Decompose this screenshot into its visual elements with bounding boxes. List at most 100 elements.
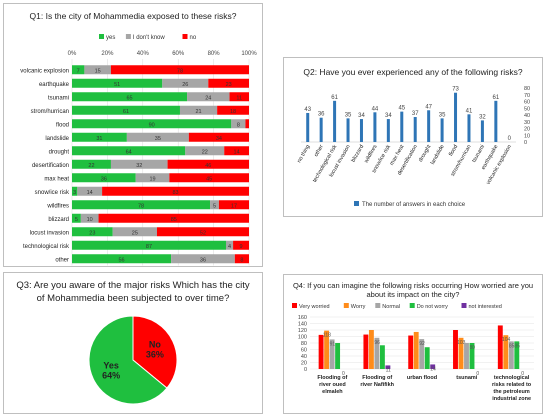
bar-not-interested xyxy=(385,365,391,369)
bar-i-don-t-know xyxy=(225,240,234,250)
bar-value-label: 11 xyxy=(236,95,242,101)
bar-desertification xyxy=(413,117,417,142)
y-tick-label: 100 xyxy=(298,335,307,341)
legend-swatch-very-worried xyxy=(292,303,297,308)
bar-landslide xyxy=(440,118,444,142)
bar-not-interested xyxy=(430,364,436,369)
bar-value-label: 22 xyxy=(202,149,208,155)
category-label: Flooding of xyxy=(317,375,347,381)
category-label: no thing xyxy=(296,144,311,164)
bar-worry xyxy=(368,330,374,369)
bar-value-label: 18 xyxy=(230,109,236,115)
bar-i-don-t-know xyxy=(84,65,111,75)
bar-value-label: 43 xyxy=(304,107,311,113)
bar-value-label: 15 xyxy=(95,68,101,74)
bar-very-worried xyxy=(363,334,369,369)
q4-chart: Very worried Worry Normal Do not worry not i… xyxy=(292,303,534,402)
bar-very-worried xyxy=(318,334,324,369)
bar-do-not-worry xyxy=(424,347,430,369)
bar-value-label: 32 xyxy=(136,163,142,169)
bar-value-label: 22 xyxy=(88,163,94,169)
pie-value-yes: 64% xyxy=(102,370,120,380)
category-label: river oued xyxy=(319,382,346,388)
category-label: locust invasion xyxy=(30,230,69,236)
bar-no xyxy=(110,65,249,75)
q1-chart-panel: Q1: Is the city of Mohammedia exposed to… xyxy=(3,3,263,267)
bar-value-label: 4 xyxy=(228,244,231,250)
bar-value-label: 35 xyxy=(345,112,352,118)
bar-value-label: 23 xyxy=(89,230,95,236)
bar-no xyxy=(156,227,249,237)
bar-yes xyxy=(72,92,188,102)
category-label: landslide xyxy=(45,136,69,142)
bar-do-not-worry xyxy=(379,345,385,369)
pie-slice-no xyxy=(132,315,178,389)
bar-value-label: 19 xyxy=(149,176,155,182)
y-tick-label: 20 xyxy=(301,361,307,367)
bar-no xyxy=(224,146,249,156)
y-tick-label: 20 xyxy=(524,127,530,133)
bar-i-don-t-know xyxy=(179,105,218,115)
bar-value-label: 0 xyxy=(342,371,345,377)
bar-earthquake xyxy=(494,100,498,142)
bar-value-label: 65 xyxy=(126,95,132,101)
bar-value-label: 14 xyxy=(87,190,93,196)
bar-max-heat xyxy=(400,111,404,142)
bar-yes xyxy=(72,159,111,169)
bar-value-label: 34 xyxy=(216,136,222,142)
category-label: tsunami xyxy=(456,375,478,381)
bar-value-label: 118 xyxy=(323,333,331,339)
legend-swatch-i-don-t-know xyxy=(125,34,131,39)
bar-value-label: 23 xyxy=(226,82,232,88)
x-tick-label: 100% xyxy=(241,51,257,57)
bar-value-label: 51 xyxy=(114,82,120,88)
bar-no xyxy=(218,200,249,210)
bar-value-label: 87 xyxy=(146,244,152,250)
bar-i-don-t-know xyxy=(126,132,189,142)
category-label: technological xyxy=(494,375,530,381)
y-tick-label: 60 xyxy=(301,348,307,354)
bar-value-label: 46 xyxy=(205,163,211,169)
bar-value-label: 14 xyxy=(234,149,240,155)
bar-value-label: 8 xyxy=(237,122,240,128)
bar-value-label: 52 xyxy=(200,230,206,236)
bar-no xyxy=(229,92,249,102)
bar-i-don-t-know xyxy=(162,78,209,88)
legend-swatch xyxy=(354,201,359,206)
category-label: desertification xyxy=(32,163,69,169)
bar-value-label: 21 xyxy=(195,109,201,115)
bar-value-label: 85 xyxy=(171,217,177,223)
bar-value-label: 9 xyxy=(240,244,243,250)
bar-value-label: 34 xyxy=(385,113,392,119)
bar-do-not-worry xyxy=(469,343,475,369)
bar-worry xyxy=(503,335,509,369)
bar-value-label: 45 xyxy=(398,106,405,112)
y-tick-label: 140 xyxy=(298,322,307,328)
y-tick-label: 40 xyxy=(301,354,307,360)
bar-normal xyxy=(374,337,380,369)
bar-value-label: 80 xyxy=(470,345,476,351)
bar-no xyxy=(102,186,249,196)
bar-value-label: 41 xyxy=(466,108,473,114)
bar-yes xyxy=(72,146,186,156)
bar-drought xyxy=(427,110,431,142)
legend-label-no: no xyxy=(190,35,197,41)
bar-value-label: 78 xyxy=(177,68,183,74)
category-label: elmaleh xyxy=(322,389,343,395)
category-label: flood xyxy=(56,122,69,128)
bar-normal xyxy=(419,339,425,369)
category-label: blizzard xyxy=(48,217,69,223)
legend-label-yes: yes xyxy=(106,35,115,41)
category-label: river Nafifikh xyxy=(360,382,394,388)
bar-value-label: 31 xyxy=(96,136,102,142)
q1-title: Q1: Is the city of Mohammedia exposed to… xyxy=(29,11,237,21)
bar-yes xyxy=(72,132,127,142)
legend-swatch-yes xyxy=(99,34,104,39)
bar-i-don-t-know xyxy=(231,119,246,129)
bar-value-label: 8 xyxy=(240,257,243,263)
q1-chart: yes I don't know no 0% 20% 40% 60% 80% 100% volca… xyxy=(20,34,257,266)
bar-very-worried xyxy=(408,335,414,369)
legend-swatch-normal xyxy=(375,303,381,308)
